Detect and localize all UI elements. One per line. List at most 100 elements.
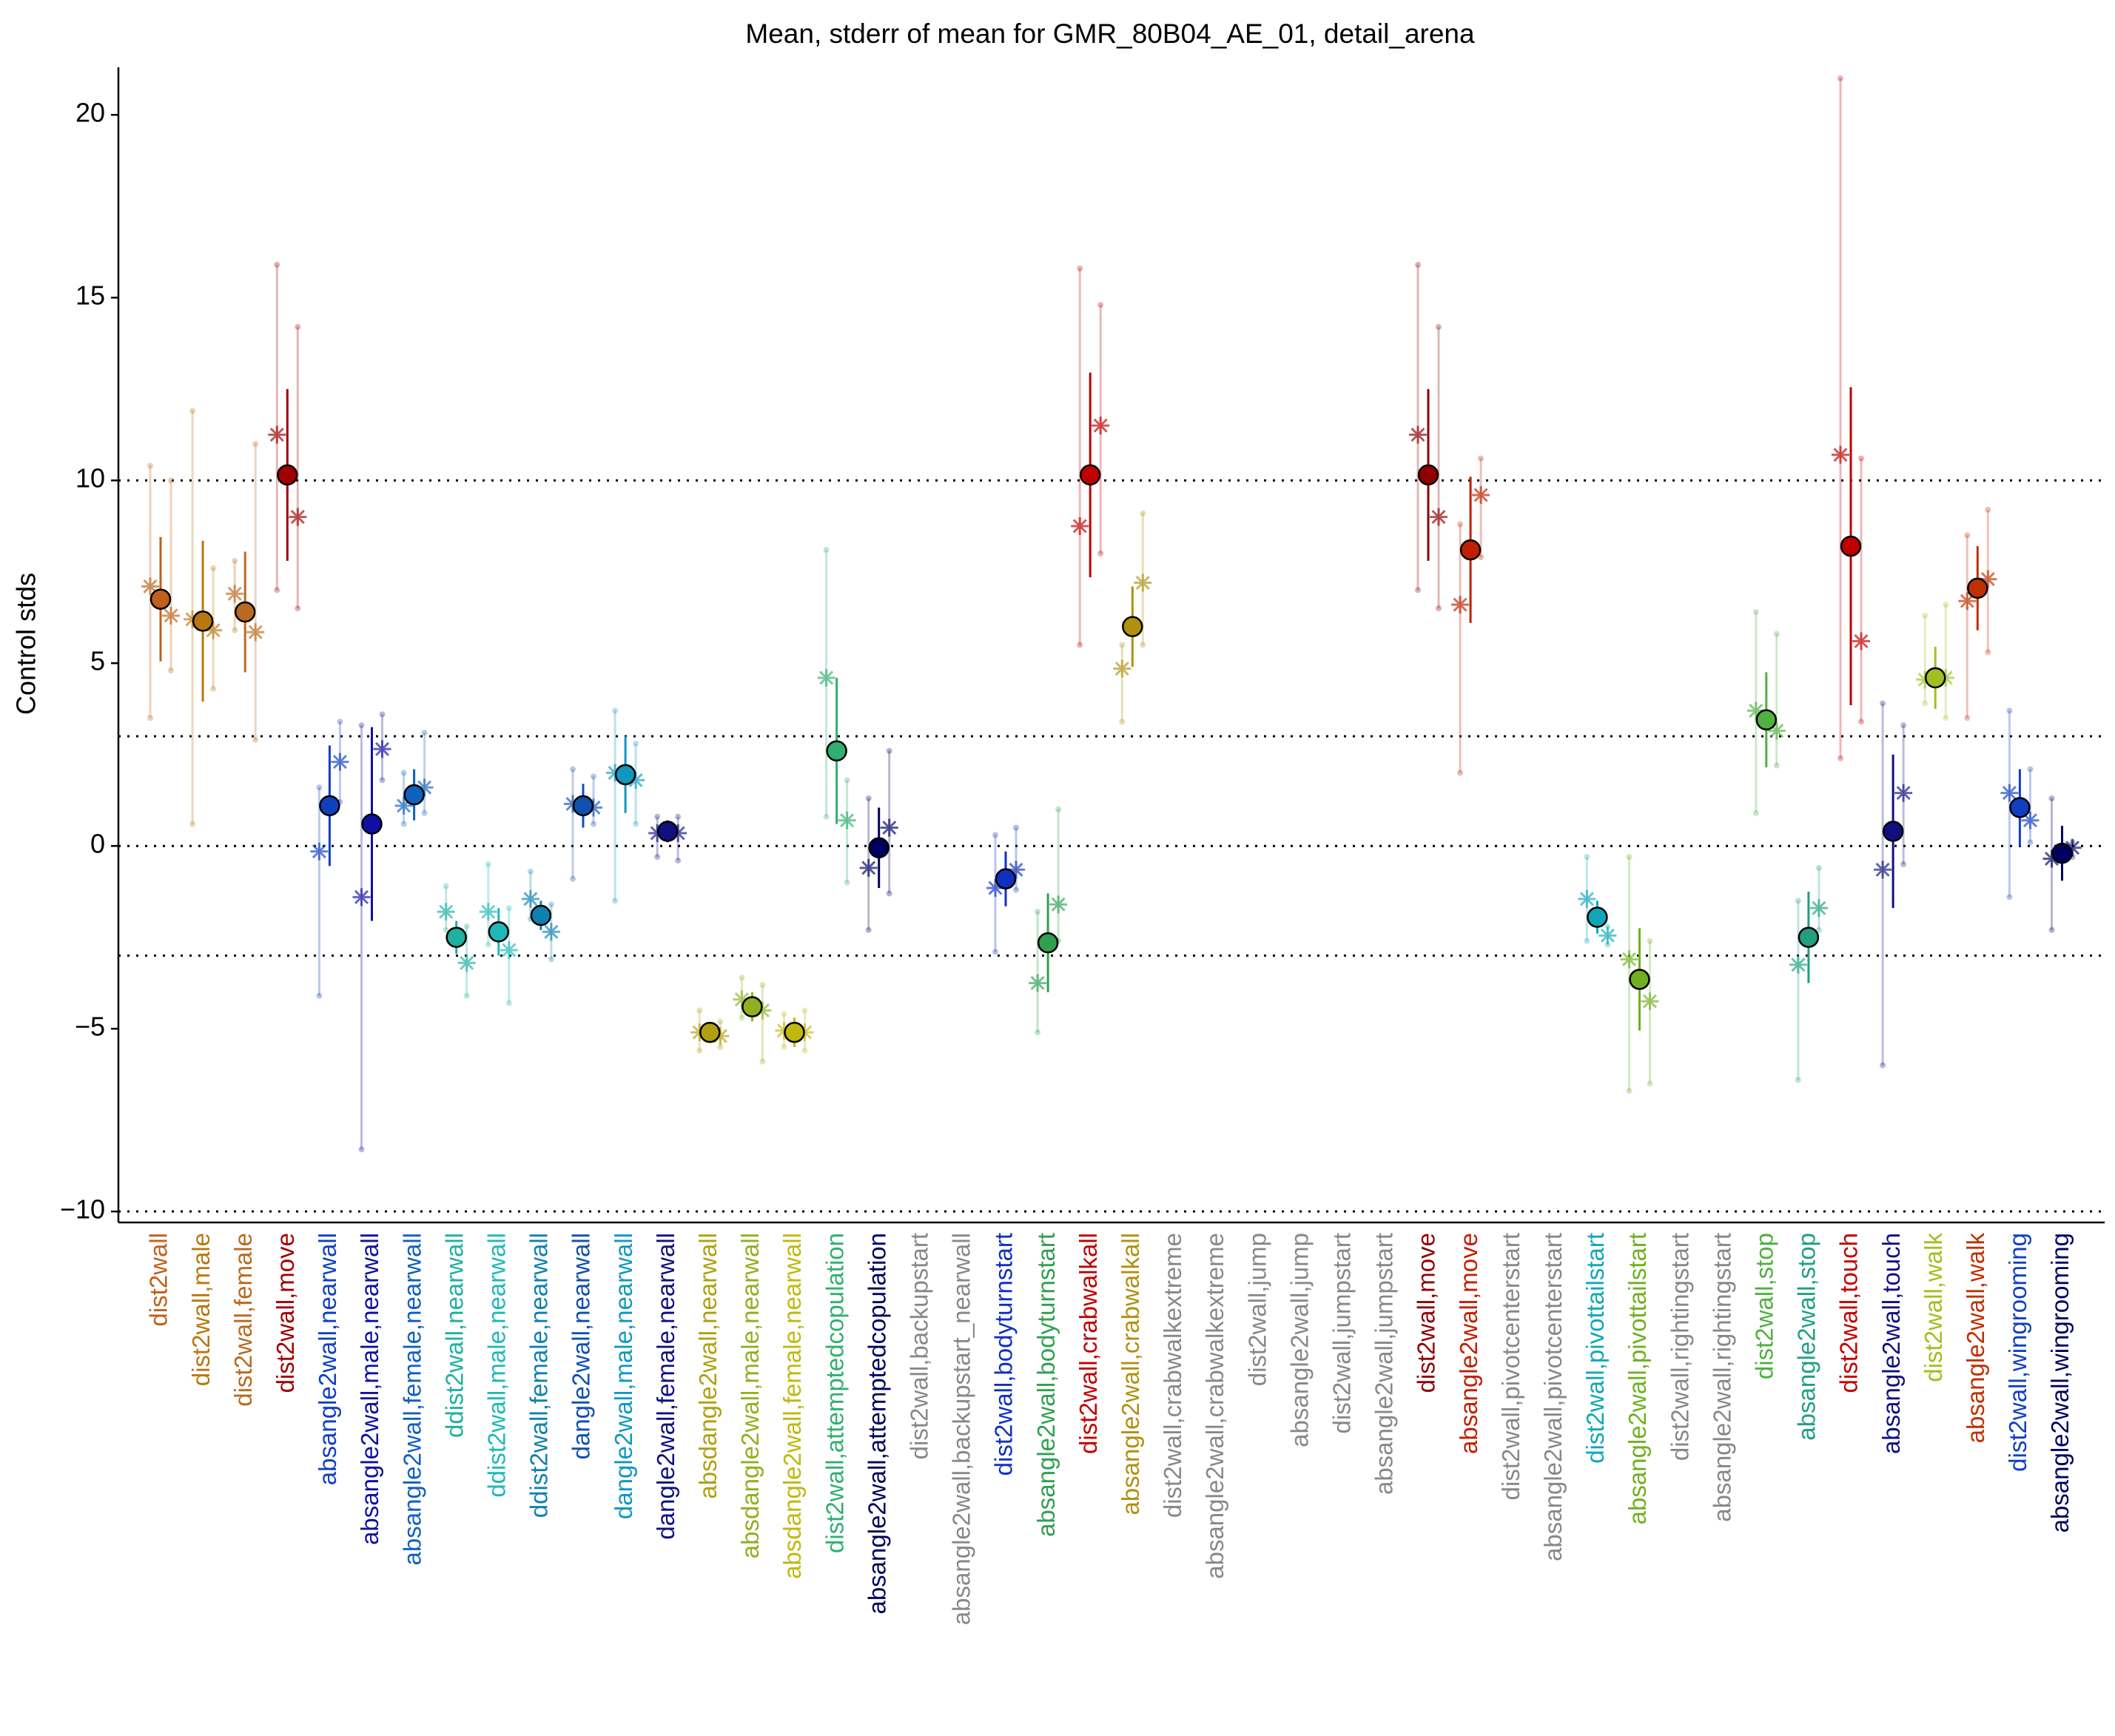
- asterisk-stroke: [143, 579, 158, 594]
- range-end: [252, 736, 259, 743]
- asterisk-stroke: [1410, 427, 1425, 443]
- replicate-mean: [2021, 811, 2040, 830]
- asterisk-stroke: [439, 904, 454, 919]
- range-end: [1922, 612, 1929, 619]
- replicate-mean: [1620, 950, 1638, 969]
- range-end: [696, 1047, 703, 1054]
- range-end: [1752, 810, 1759, 816]
- asterisk-stroke: [312, 844, 326, 859]
- asterisk-stroke: [502, 943, 517, 958]
- range-end: [675, 857, 682, 864]
- x-tick-label: absangle2wall,move: [1455, 1233, 1482, 1454]
- range-end: [992, 949, 998, 955]
- range-end: [1013, 886, 1019, 893]
- range-end: [379, 711, 386, 718]
- range-end: [1035, 909, 1041, 915]
- x-tick-label: ddist2wall,nearwall: [440, 1233, 468, 1438]
- replicate-mean: [2000, 784, 2019, 802]
- asterisk-stroke: [332, 755, 347, 770]
- x-tick-label: absangle2wall,male,nearwall: [356, 1233, 383, 1545]
- range-end: [1119, 719, 1126, 725]
- range-end: [717, 1043, 724, 1050]
- replicate-mean: [331, 753, 349, 771]
- replicate-mean: [289, 508, 307, 526]
- x-tick-label: dist2wall,move: [272, 1233, 299, 1393]
- asterisk-stroke: [1093, 418, 1108, 433]
- range-end: [1478, 554, 1484, 560]
- range-end: [2027, 766, 2034, 773]
- replicate-mean: [880, 818, 898, 837]
- replicate-mean: [1472, 485, 1490, 504]
- range-end: [1077, 642, 1083, 648]
- range-end: [548, 901, 554, 908]
- range-end: [801, 1007, 808, 1014]
- range-end: [548, 956, 554, 963]
- x-tick-label: absangle2wall,jump: [1285, 1233, 1313, 1447]
- range-end: [1119, 642, 1126, 648]
- x-tick-label: dist2wall,male: [187, 1233, 215, 1386]
- range-end: [759, 981, 766, 988]
- range-end: [316, 784, 323, 791]
- mean-marker: [1122, 616, 1143, 638]
- replicate-mean: [352, 888, 371, 906]
- range-end: [252, 440, 259, 447]
- range-end: [1604, 923, 1611, 929]
- range-end: [823, 813, 830, 820]
- y-tick-label: 20: [75, 98, 105, 128]
- replicate-mean: [1134, 573, 1152, 592]
- x-tick-label: absangle2wall,walk: [1962, 1233, 1989, 1444]
- asterisk-stroke: [1453, 597, 1467, 612]
- replicate-mean: [1958, 592, 1977, 610]
- range-end: [591, 821, 596, 827]
- x-tick-label: absdangle2wall,female,nearwall: [779, 1233, 806, 1579]
- replicate-mean: [1641, 992, 1659, 1011]
- x-tick-label: dangle2wall,female,nearwall: [652, 1233, 679, 1540]
- range-end: [1900, 861, 1907, 867]
- range-end: [1140, 642, 1146, 648]
- y-tick-label: 15: [75, 280, 105, 311]
- range-end: [400, 770, 407, 776]
- replicate-mean: [1894, 784, 1913, 802]
- range-end: [1478, 455, 1484, 462]
- mean-marker: [1587, 906, 1608, 928]
- range-end: [337, 719, 343, 725]
- range-end: [505, 1000, 512, 1006]
- range-end: [1436, 323, 1442, 330]
- range-end: [421, 730, 428, 736]
- range-end: [189, 408, 196, 414]
- replicate-mean: [1852, 632, 1870, 650]
- replicate-mean: [1451, 596, 1470, 614]
- range-end: [1985, 649, 1991, 656]
- x-tick-label: dist2wall,attemptedcopulation: [821, 1233, 848, 1553]
- range-end: [1584, 938, 1590, 944]
- mean-marker: [656, 821, 679, 842]
- y-tick-label: 0: [90, 829, 105, 859]
- mean-marker: [2009, 797, 2031, 818]
- asterisk-stroke: [1473, 488, 1488, 502]
- replicate-mean: [1430, 508, 1447, 526]
- range-end: [886, 747, 892, 754]
- range-end: [823, 547, 830, 554]
- range-end: [189, 821, 196, 827]
- asterisk-stroke: [206, 623, 221, 638]
- mean-marker: [826, 740, 847, 762]
- mean-marker: [192, 610, 214, 632]
- range-end: [633, 740, 639, 747]
- replicate-mean: [1874, 861, 1892, 879]
- mean-marker: [699, 1021, 721, 1043]
- x-tick-label: dist2wall,wingrooming: [2004, 1233, 2031, 1472]
- range-end: [654, 813, 661, 820]
- range-end: [717, 1018, 724, 1025]
- replicate-mean: [859, 858, 878, 877]
- replicate-mean: [1578, 889, 1596, 908]
- range-end: [400, 821, 407, 827]
- asterisk-stroke: [861, 861, 876, 875]
- asterisk-stroke: [1791, 958, 1806, 972]
- range-end: [463, 923, 470, 929]
- x-tick-label: dangle2wall,male,nearwall: [610, 1233, 637, 1519]
- replicate-mean: [141, 577, 159, 596]
- range-end: [463, 992, 470, 999]
- range-end: [1647, 938, 1653, 944]
- y-axis-label: Control stds: [11, 573, 41, 715]
